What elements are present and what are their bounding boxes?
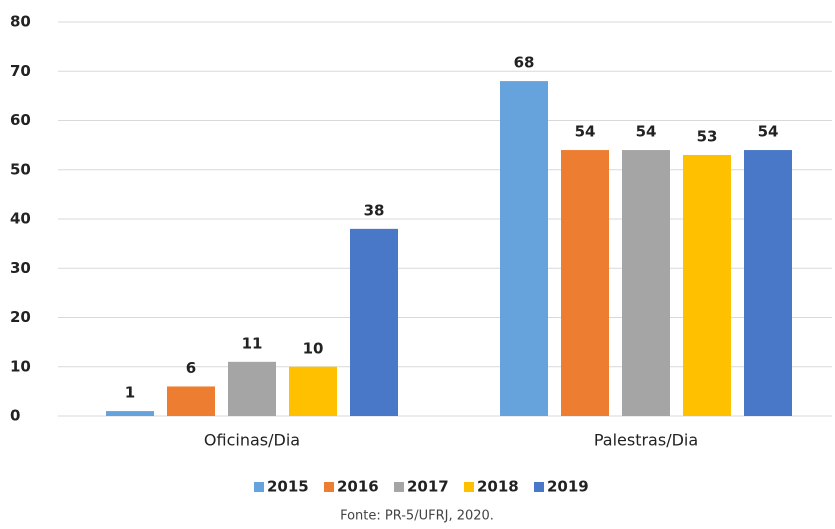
legend-label: 2017	[407, 478, 449, 496]
y-tick-label: 50	[10, 160, 31, 178]
data-label: 54	[575, 123, 596, 141]
data-label: 11	[242, 334, 263, 352]
bar	[167, 386, 215, 416]
data-label: 10	[303, 339, 324, 357]
y-tick-label: 0	[10, 407, 20, 425]
bar	[350, 228, 398, 416]
legend-label: 2015	[267, 478, 309, 496]
x-tick-label: Oficinas/Dia	[204, 431, 300, 450]
legend-swatch	[464, 482, 474, 492]
bar	[289, 366, 337, 416]
data-label: 53	[697, 127, 718, 145]
source: Fonte: PR-5/UFRJ, 2020.	[340, 509, 494, 524]
y-tick-label: 30	[10, 259, 31, 277]
data-label: 6	[186, 359, 196, 377]
legend-label: 2019	[547, 478, 589, 496]
legend-label: 2018	[477, 478, 519, 496]
bar	[106, 411, 154, 416]
bar	[683, 154, 731, 416]
y-tick-label: 70	[10, 62, 31, 80]
y-tick-label: 40	[10, 210, 31, 228]
x-tick-label: Palestras/Dia	[594, 431, 698, 450]
data-label: 38	[364, 201, 385, 219]
legend-label: 2016	[337, 478, 379, 496]
legend-swatch	[394, 482, 404, 492]
bar	[744, 150, 792, 417]
y-tick-label: 20	[10, 308, 31, 326]
data-label: 1	[125, 384, 135, 402]
bar	[228, 361, 276, 416]
legend-swatch	[324, 482, 334, 492]
data-label: 68	[514, 54, 535, 72]
data-label: 54	[758, 123, 779, 141]
data-label: 54	[636, 123, 657, 141]
y-tick-label: 10	[10, 357, 31, 375]
y-tick-label: 80	[10, 13, 31, 31]
bar	[500, 81, 548, 416]
legend-swatch	[254, 482, 264, 492]
y-tick-label: 60	[10, 111, 31, 129]
bar	[561, 150, 609, 417]
bar	[622, 150, 670, 417]
legend-swatch	[534, 482, 544, 492]
